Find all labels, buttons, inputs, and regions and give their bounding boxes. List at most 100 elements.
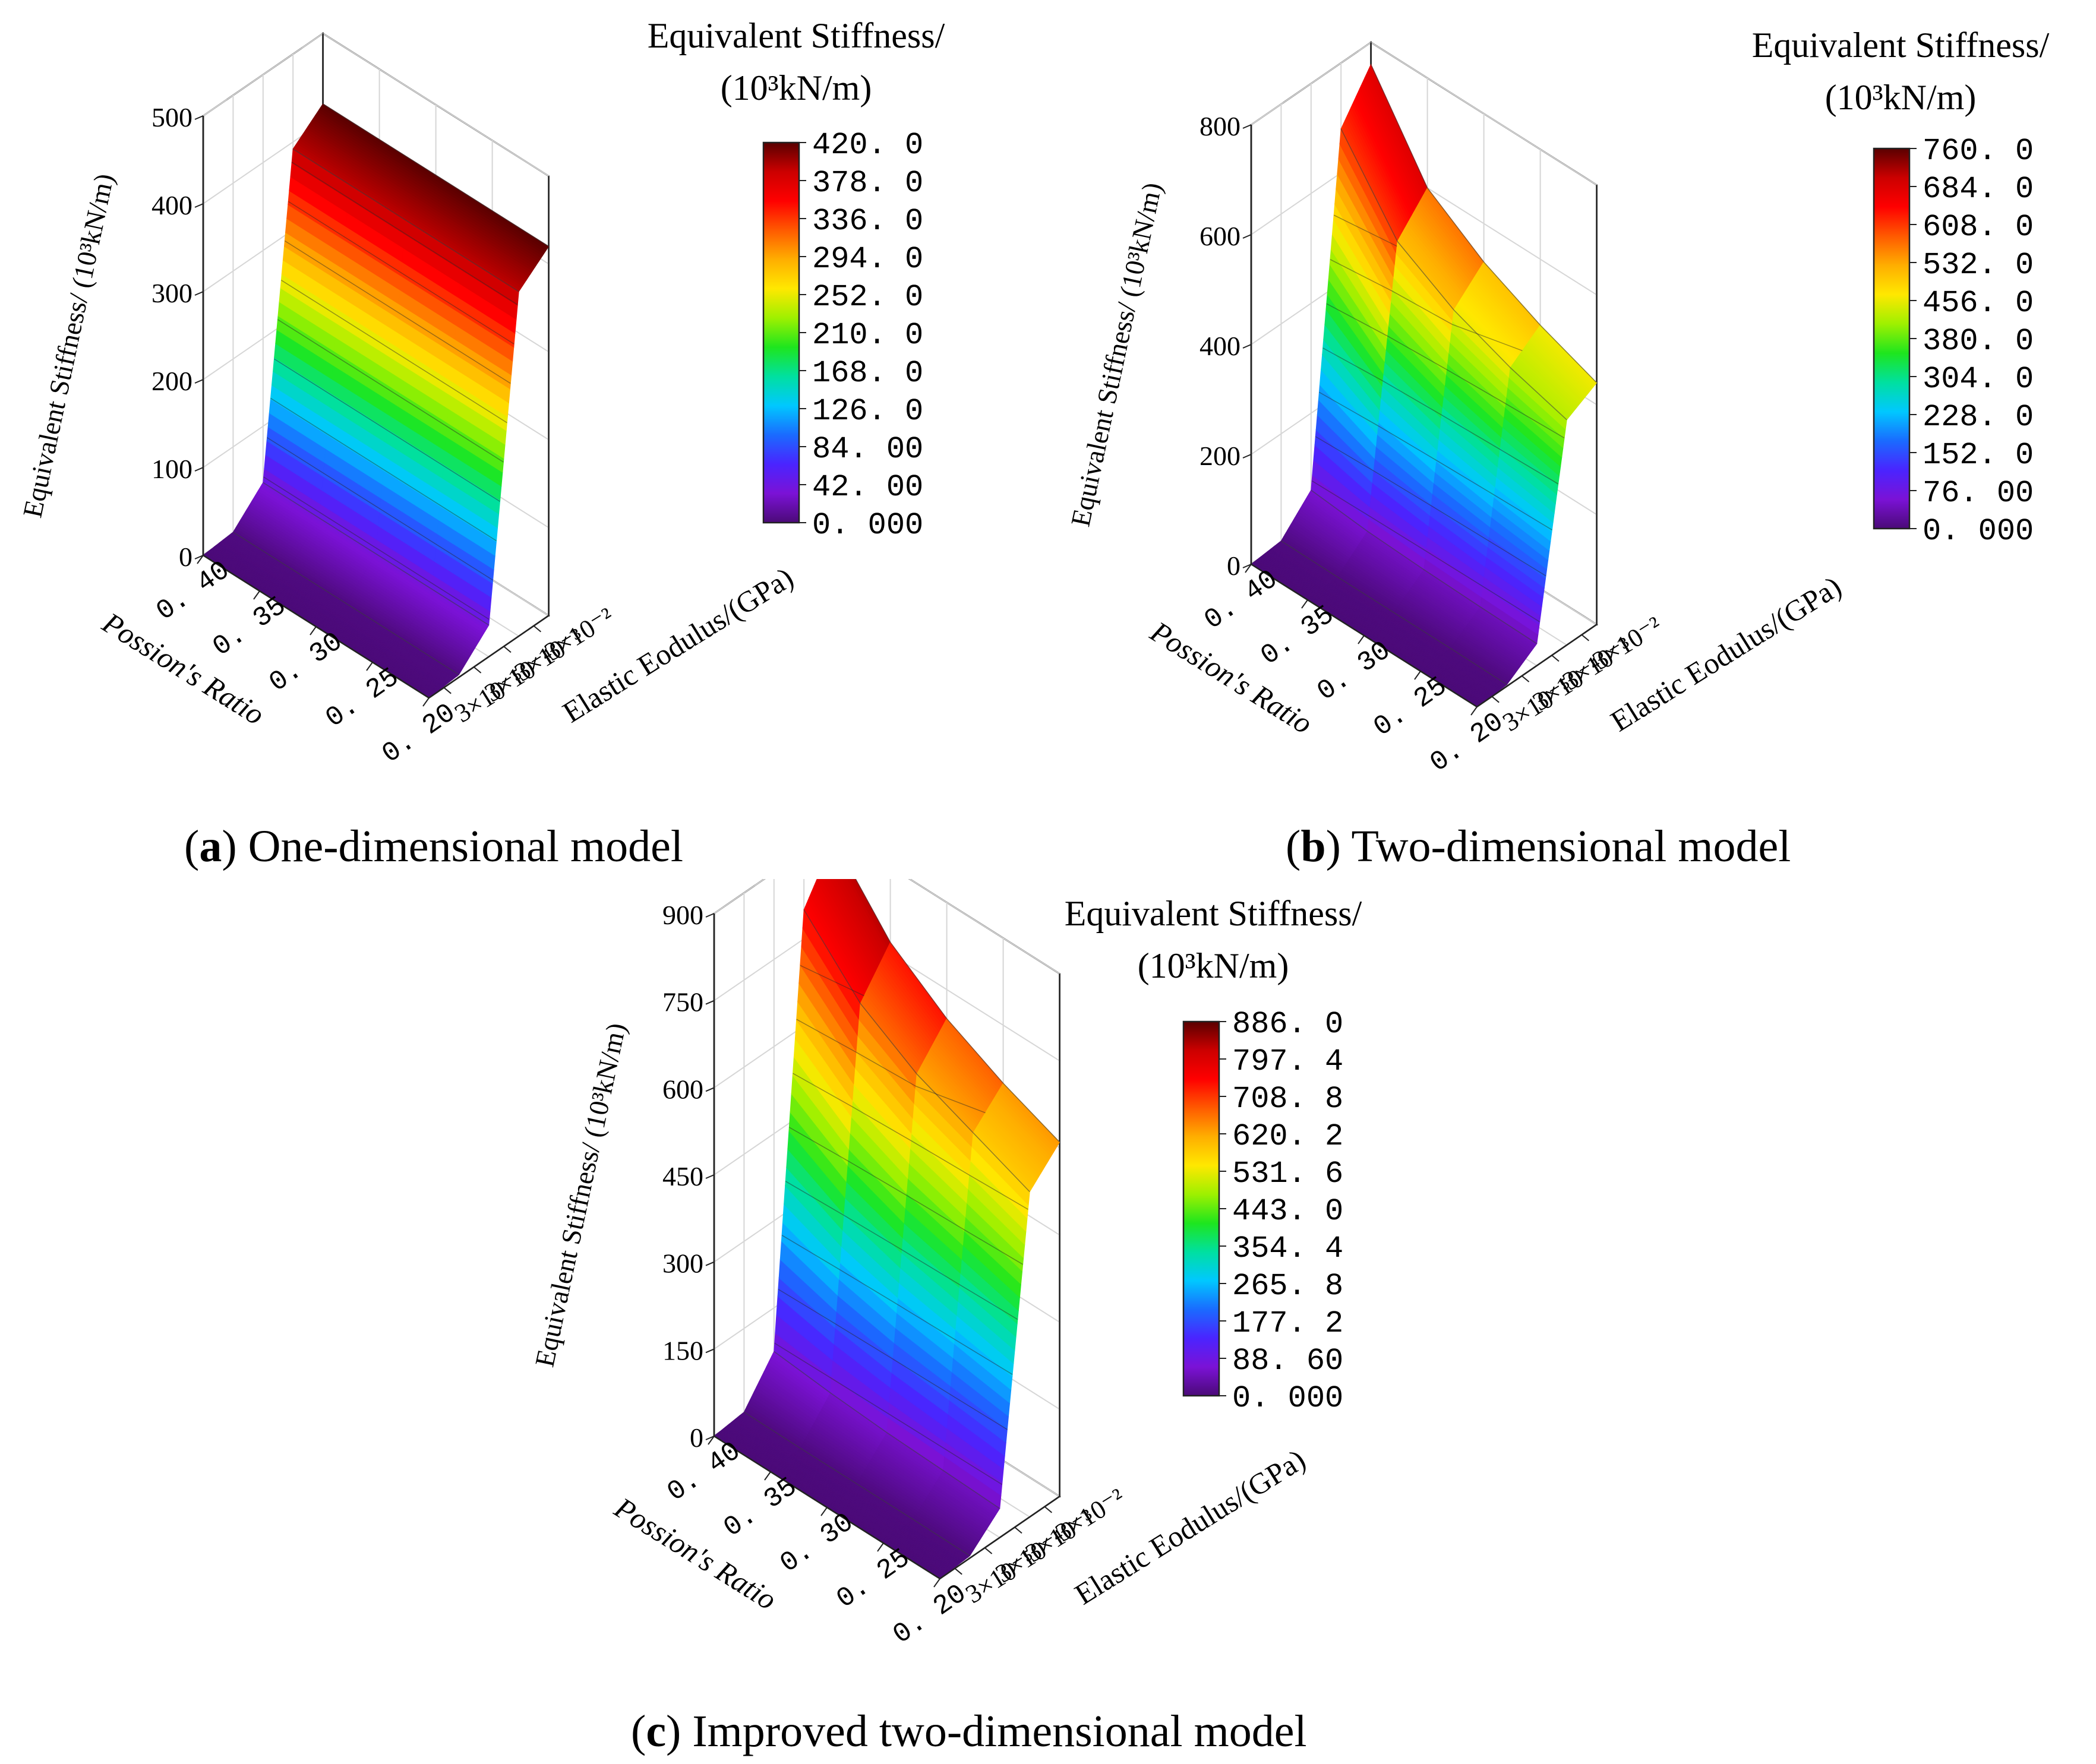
colorbar-tick-label: 620. 2 <box>1232 1119 1343 1154</box>
z-tick-label: 0 <box>179 542 192 572</box>
z-axis-title: Equivalent Stiffness/ (10³kN/m) <box>1065 180 1168 529</box>
z-tick <box>705 1261 715 1266</box>
surface-chart-a: Equivalent Stiffness/ (10³kN/m) (a) One-… <box>17 16 945 871</box>
x-tick-label: 0. 30 <box>264 626 349 698</box>
colorbar-tick-label: 265. 8 <box>1232 1269 1343 1304</box>
contour-line <box>280 280 507 423</box>
z-tick <box>194 203 204 208</box>
caption: (b) Two-dimensional model <box>1286 821 1791 871</box>
x-tick-label: 0. 35 <box>207 590 292 663</box>
y-axis-title: Elastic Eodulus/(GPa) <box>1069 1443 1311 1611</box>
colorbar-tick-label: 708. 8 <box>1232 1082 1343 1117</box>
colorbar-tick-label: 42. 00 <box>812 470 923 505</box>
x-tick-label: 0. 35 <box>1255 599 1340 672</box>
surface-gridline <box>292 148 519 292</box>
y-tick <box>954 1567 962 1575</box>
contour-line <box>284 240 511 384</box>
x-tick <box>1301 599 1308 609</box>
colorbar-tick-label: 210. 0 <box>812 318 923 353</box>
x-tick <box>877 1542 884 1552</box>
y-tick-label: 3×10⁻² <box>1050 1482 1130 1547</box>
z-tick-label: 450 <box>662 1161 703 1191</box>
y-tick <box>1551 655 1560 662</box>
surface-gridline <box>1370 64 1598 383</box>
z-tick <box>705 1174 715 1179</box>
colorbar-tick-label: 304. 0 <box>1923 362 2034 397</box>
x-tick-label: 0. 40 <box>1199 564 1284 636</box>
colorbar-tick-label: 168. 0 <box>812 356 923 391</box>
contour-line <box>1311 480 1541 622</box>
z-tick <box>194 379 204 384</box>
surface-gridline <box>743 1411 970 1557</box>
y-axis-line <box>1476 624 1598 708</box>
x-tick-label: 0. 40 <box>662 1436 747 1508</box>
y-tick <box>473 666 482 674</box>
z-tick-label: 0 <box>1227 551 1240 581</box>
contour-line <box>274 358 500 502</box>
panel-b: Equivalent Stiffness/ (10³kN/m) (b) Two-… <box>1048 0 2096 879</box>
z-axis-title: Equivalent Stiffness/ (10³kN/m) <box>17 171 120 520</box>
contour-line <box>288 201 514 344</box>
z-tick <box>1242 564 1252 568</box>
colorbar-tick-label: 760. 0 <box>1923 134 2034 169</box>
colorbar-title-line1: Equivalent Stiffness/ <box>648 16 945 55</box>
colorbar-tick-label: 531. 6 <box>1232 1156 1343 1191</box>
x-tick-label: 0. 25 <box>1368 671 1453 743</box>
contour-line <box>785 1181 1018 1320</box>
surface-gridline <box>1311 489 1538 644</box>
y-tick <box>1491 696 1500 703</box>
y-axis-title: Elastic Eodulus/(GPa) <box>557 561 799 729</box>
caption-open: ( <box>631 1706 646 1756</box>
caption-letter: c <box>646 1706 666 1756</box>
colorbar-title-line1: Equivalent Stiffness/ <box>1065 894 1362 933</box>
z-tick-label: 300 <box>662 1248 703 1279</box>
surface-gridline <box>1340 128 1567 421</box>
caption: (a) One-dimensional model <box>184 821 683 871</box>
contour-line <box>1326 303 1565 439</box>
colorbar <box>1182 1020 1220 1397</box>
y-tick <box>533 625 542 633</box>
colorbar-tick-label: 228. 0 <box>1923 400 2034 435</box>
colorbar-tick-label: 336. 0 <box>812 204 923 239</box>
colorbar-tick-label: 420. 0 <box>812 128 923 163</box>
colorbar-tick-label: 0. 000 <box>1923 514 2034 549</box>
colorbar-tick-label: 88. 60 <box>1232 1343 1343 1379</box>
y-tick <box>1521 675 1530 682</box>
panel-a: Equivalent Stiffness/ (10³kN/m) (a) One-… <box>0 0 1048 879</box>
colorbar-tick-label: 684. 0 <box>1923 172 2034 207</box>
x-tick <box>253 590 260 600</box>
x-tick <box>1470 706 1478 716</box>
colorbar-tick-label: 456. 0 <box>1923 286 2034 321</box>
surface-gridline <box>855 879 1060 1143</box>
z-tick <box>1242 124 1252 129</box>
z-tick-label: 500 <box>151 102 192 132</box>
surface <box>1251 64 1598 707</box>
x-tick <box>197 555 204 564</box>
z-tick-label: 200 <box>151 366 192 396</box>
caption-letter: b <box>1300 821 1325 871</box>
x-tick-label: 0. 30 <box>1312 635 1397 707</box>
x-tick <box>1358 635 1365 644</box>
contour-line <box>1330 259 1523 352</box>
contour-line <box>793 1073 1028 1210</box>
contour-line <box>789 1127 1023 1265</box>
surface-gridline <box>1280 540 1507 685</box>
caption-text: ) Two-dimensional model <box>1326 821 1791 871</box>
x-tick-label: 0. 20 <box>888 1578 973 1651</box>
colorbar-tick-label: 0. 000 <box>812 508 923 543</box>
colorbar-tick-label: 443. 0 <box>1232 1194 1343 1229</box>
z-tick-label: 750 <box>662 987 703 1017</box>
contour-line <box>270 397 497 542</box>
z-tick-label: 400 <box>1199 331 1240 361</box>
y-axis-line <box>939 1496 1060 1580</box>
z-tick-label: 800 <box>1199 111 1240 141</box>
colorbar-tick-label: 378. 0 <box>812 166 923 201</box>
y-tick <box>984 1547 993 1554</box>
z-tick-label: 600 <box>1199 221 1240 251</box>
colorbar-tick-label: 76. 00 <box>1923 476 2034 511</box>
x-tick-label: 0. 30 <box>775 1507 860 1579</box>
y-tick-label: 3×10⁻² <box>539 602 619 666</box>
z-tick <box>1242 454 1252 459</box>
y-tick <box>1581 634 1590 641</box>
colorbar <box>762 141 800 524</box>
